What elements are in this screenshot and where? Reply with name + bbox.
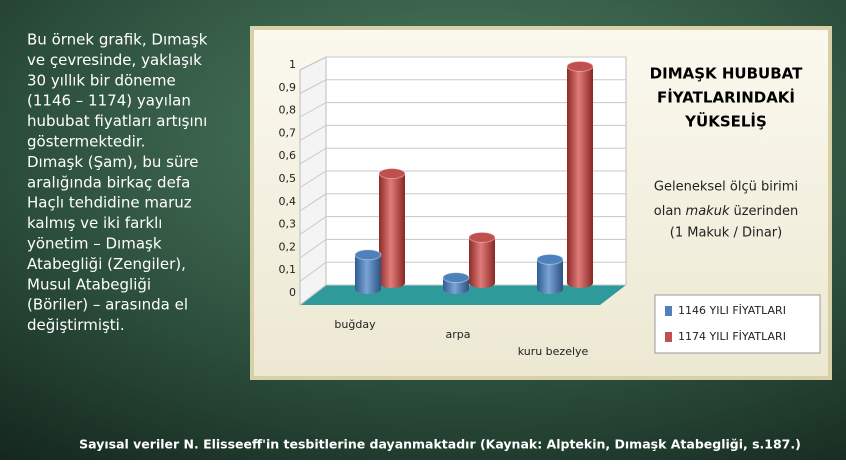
chart-subtitle: (1 Makuk / Dinar) — [670, 226, 782, 241]
grid-line — [299, 147, 626, 165]
x-tick-label: kuru bezelye — [518, 345, 589, 358]
legend-swatch — [665, 332, 672, 342]
bar-top — [378, 168, 406, 180]
legend-label: 1174 YILI FİYATLARI — [678, 330, 786, 343]
body-text: aralığında birkaç defa — [27, 173, 190, 191]
subtitle-part: olan — [654, 204, 682, 219]
grid-line — [299, 79, 626, 94]
y-tick-label: 0,2 — [279, 240, 297, 253]
chart-title: YÜKSELİŞ — [684, 112, 767, 131]
side-wall — [299, 56, 327, 307]
chart-subtitle: Geleneksel ölçü birimi — [654, 180, 798, 195]
y-tick-label: 0,1 — [279, 263, 297, 276]
bar-top — [354, 249, 382, 261]
bar-top — [468, 231, 496, 243]
y-tick-label: 0,9 — [279, 81, 297, 94]
chart-title: DIMAŞK HUBUBAT — [650, 65, 803, 83]
bar-top — [566, 60, 594, 72]
legend-swatch — [665, 306, 672, 316]
y-tick-label: 1 — [289, 58, 296, 71]
body-text: (1146 – 1174) yayılan — [27, 92, 191, 110]
body-text: (Böriler) – arasında el — [27, 296, 188, 314]
body-text: göstermektedir. — [27, 133, 145, 151]
bar — [355, 254, 381, 294]
footer: Sayısal veriler N. Elisseeff'in tesbitle… — [79, 437, 801, 452]
body-text: yönetim – Dımaşk — [27, 235, 162, 253]
y-tick-label: 0,4 — [279, 195, 297, 208]
body-text: kalmış ve iki farklı — [27, 214, 162, 232]
grid-line — [299, 170, 626, 188]
y-tick-label: 0,6 — [279, 149, 297, 162]
x-tick-label: arpa — [446, 328, 471, 341]
chart-subtitle: olan makuk üzerinden — [654, 204, 798, 219]
body-text: değiştirmişti. — [27, 316, 125, 334]
bar — [537, 259, 563, 294]
bar-top — [442, 272, 470, 284]
grid-line — [299, 261, 626, 282]
x-tick-label: buğday — [334, 318, 376, 331]
subtitle-part: makuk — [686, 204, 730, 219]
grid-line — [299, 102, 626, 118]
y-tick-label: 0,8 — [279, 104, 297, 117]
subtitle-part: üzerinden — [733, 204, 798, 219]
bar — [379, 173, 405, 288]
legend-label: 1146 YILI FİYATLARI — [678, 304, 786, 317]
grid-line — [299, 124, 626, 141]
y-tick-label: 0,3 — [279, 218, 297, 231]
body-text: Bu örnek grafik, Dımaşk — [27, 31, 208, 49]
grid-line — [299, 193, 626, 212]
body-text: Atabegliği (Zengiler), — [27, 255, 186, 273]
y-tick-label: 0 — [289, 286, 296, 299]
bar-top — [536, 253, 564, 265]
grid-line — [299, 56, 626, 71]
body-text: Dımaşk (Şam), bu süre — [27, 153, 199, 171]
y-tick-label: 0,7 — [279, 126, 297, 139]
slide-text: Bu örnek grafik, Dımaşk ve çevresinde, ya… — [27, 31, 208, 335]
chart-title: FİYATLARINDAKİ — [657, 88, 795, 107]
grid-line — [299, 284, 626, 306]
bar — [567, 66, 593, 289]
body-text: Haçlı tehdidine maruz — [27, 194, 192, 212]
grid-line — [299, 216, 626, 235]
grid-line — [299, 238, 626, 259]
bar — [469, 237, 495, 288]
chart: 0 0,1 0,2 0,3 0,4 0,5 0,6 0,7 0,8 0,9 1 DIMAŞK HUBU… — [279, 56, 803, 358]
body-text: hububat fiyatları artışını — [27, 112, 207, 130]
body-text: Musul Atabegliği — [27, 275, 151, 293]
body-text: 30 yıllık bir döneme — [27, 71, 176, 89]
legend — [654, 294, 821, 354]
y-tick-label: 0,5 — [279, 172, 297, 185]
body-text: ve çevresinde, yaklaşık — [27, 51, 202, 69]
